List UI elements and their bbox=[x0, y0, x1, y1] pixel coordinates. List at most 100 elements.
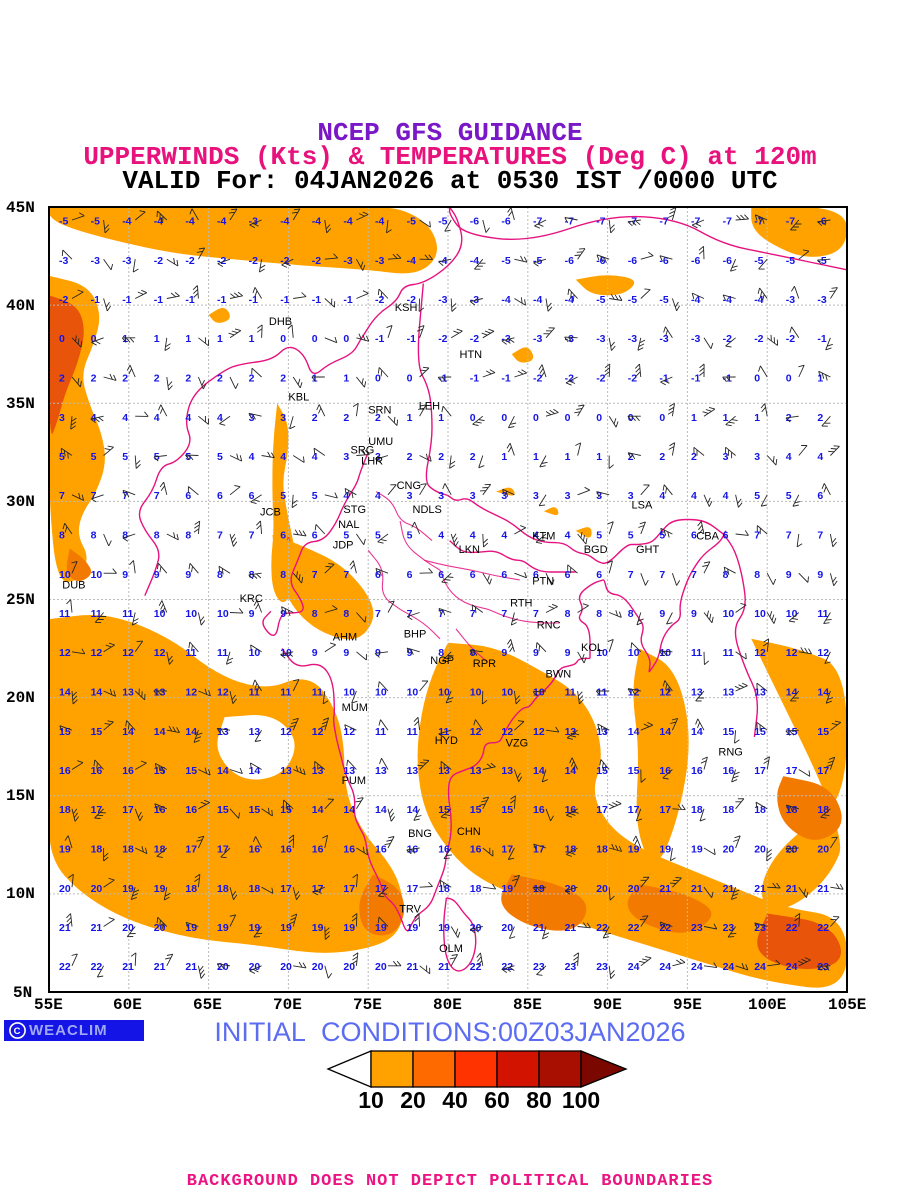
svg-text:20: 20 bbox=[59, 883, 71, 895]
svg-text:-5: -5 bbox=[628, 294, 637, 306]
svg-text:13: 13 bbox=[280, 765, 292, 777]
svg-text:-1: -1 bbox=[375, 333, 384, 345]
svg-text:-6: -6 bbox=[691, 255, 700, 267]
svg-text:1: 1 bbox=[533, 451, 539, 463]
svg-text:15: 15 bbox=[501, 804, 513, 816]
svg-text:9: 9 bbox=[185, 569, 191, 581]
svg-text:3: 3 bbox=[59, 412, 65, 424]
svg-text:20: 20 bbox=[723, 844, 735, 856]
svg-text:JCB: JCB bbox=[260, 507, 281, 519]
svg-text:15: 15 bbox=[185, 765, 197, 777]
svg-text:-4: -4 bbox=[343, 216, 352, 228]
svg-text:-4: -4 bbox=[407, 255, 416, 267]
svg-text:1: 1 bbox=[691, 412, 697, 424]
svg-text:-5: -5 bbox=[59, 216, 68, 228]
svg-text:1: 1 bbox=[343, 373, 349, 385]
svg-text:24: 24 bbox=[754, 961, 766, 973]
svg-text:7: 7 bbox=[249, 530, 255, 542]
svg-text:13: 13 bbox=[691, 687, 703, 699]
svg-text:1: 1 bbox=[154, 333, 160, 345]
svg-text:LEH: LEH bbox=[419, 400, 440, 412]
svg-text:16: 16 bbox=[470, 844, 482, 856]
svg-text:14: 14 bbox=[786, 687, 798, 699]
svg-text:14: 14 bbox=[312, 804, 324, 816]
svg-text:-1: -1 bbox=[217, 294, 226, 306]
svg-text:0: 0 bbox=[754, 373, 760, 385]
svg-text:19: 19 bbox=[249, 922, 261, 934]
svg-text:8: 8 bbox=[185, 530, 191, 542]
svg-text:KSH: KSH bbox=[395, 302, 418, 314]
svg-text:2: 2 bbox=[249, 373, 255, 385]
svg-text:OLM: OLM bbox=[439, 943, 463, 955]
svg-text:14: 14 bbox=[59, 687, 71, 699]
svg-text:-2: -2 bbox=[438, 333, 447, 345]
svg-text:11: 11 bbox=[91, 608, 102, 620]
svg-text:7: 7 bbox=[154, 490, 160, 502]
svg-text:-1: -1 bbox=[154, 294, 163, 306]
svg-text:-1: -1 bbox=[312, 294, 321, 306]
svg-text:22: 22 bbox=[817, 922, 829, 934]
svg-text:16: 16 bbox=[375, 844, 387, 856]
svg-text:-4: -4 bbox=[565, 294, 574, 306]
svg-text:21: 21 bbox=[723, 883, 735, 895]
svg-text:1: 1 bbox=[217, 333, 223, 345]
svg-text:-1: -1 bbox=[470, 373, 479, 385]
svg-text:-4: -4 bbox=[122, 216, 131, 228]
svg-text:20: 20 bbox=[91, 883, 103, 895]
svg-text:4: 4 bbox=[122, 412, 128, 424]
svg-text:19: 19 bbox=[122, 883, 134, 895]
svg-text:-2: -2 bbox=[59, 294, 68, 306]
svg-text:2: 2 bbox=[91, 373, 97, 385]
svg-text:-3: -3 bbox=[659, 333, 668, 345]
svg-text:4: 4 bbox=[723, 490, 729, 502]
svg-text:5: 5 bbox=[407, 530, 413, 542]
svg-text:RNC: RNC bbox=[537, 620, 561, 632]
svg-text:7: 7 bbox=[628, 569, 634, 581]
svg-text:21: 21 bbox=[565, 922, 577, 934]
svg-text:-2: -2 bbox=[375, 294, 384, 306]
svg-text:15: 15 bbox=[596, 765, 608, 777]
svg-text:24: 24 bbox=[659, 961, 671, 973]
svg-text:-2: -2 bbox=[628, 373, 637, 385]
svg-text:9: 9 bbox=[533, 647, 539, 659]
svg-text:TRV: TRV bbox=[399, 903, 421, 915]
svg-text:-1: -1 bbox=[280, 294, 289, 306]
svg-text:SRN: SRN bbox=[368, 405, 391, 417]
svg-text:14: 14 bbox=[249, 765, 261, 777]
svg-text:21: 21 bbox=[754, 883, 766, 895]
svg-text:0: 0 bbox=[343, 333, 349, 345]
svg-text:19: 19 bbox=[407, 922, 419, 934]
svg-text:-3: -3 bbox=[122, 255, 131, 267]
svg-text:7: 7 bbox=[691, 569, 697, 581]
svg-text:2: 2 bbox=[154, 373, 160, 385]
svg-text:RPR: RPR bbox=[473, 658, 496, 670]
svg-text:16: 16 bbox=[185, 804, 197, 816]
svg-text:-2: -2 bbox=[533, 373, 542, 385]
svg-text:0: 0 bbox=[407, 373, 413, 385]
svg-text:7: 7 bbox=[59, 490, 65, 502]
svg-text:4: 4 bbox=[501, 530, 507, 542]
svg-text:12: 12 bbox=[470, 726, 482, 738]
svg-text:13: 13 bbox=[470, 765, 482, 777]
svg-text:9: 9 bbox=[565, 647, 571, 659]
svg-text:21: 21 bbox=[438, 961, 450, 973]
svg-text:1: 1 bbox=[407, 412, 413, 424]
svg-text:-7: -7 bbox=[659, 216, 668, 228]
svg-text:11: 11 bbox=[565, 687, 576, 699]
svg-text:23: 23 bbox=[533, 961, 545, 973]
svg-text:-1: -1 bbox=[343, 294, 352, 306]
svg-text:17: 17 bbox=[659, 804, 671, 816]
svg-text:8: 8 bbox=[312, 608, 318, 620]
svg-text:5: 5 bbox=[122, 451, 128, 463]
svg-text:MUM: MUM bbox=[342, 702, 368, 714]
svg-text:6: 6 bbox=[280, 530, 286, 542]
svg-text:-1: -1 bbox=[817, 333, 826, 345]
svg-text:10: 10 bbox=[249, 647, 261, 659]
svg-text:4: 4 bbox=[659, 490, 665, 502]
svg-text:-5: -5 bbox=[786, 255, 795, 267]
svg-text:7: 7 bbox=[786, 530, 792, 542]
svg-text:9: 9 bbox=[691, 608, 697, 620]
svg-text:24: 24 bbox=[786, 961, 798, 973]
svg-text:4: 4 bbox=[154, 412, 160, 424]
svg-text:18: 18 bbox=[470, 883, 482, 895]
